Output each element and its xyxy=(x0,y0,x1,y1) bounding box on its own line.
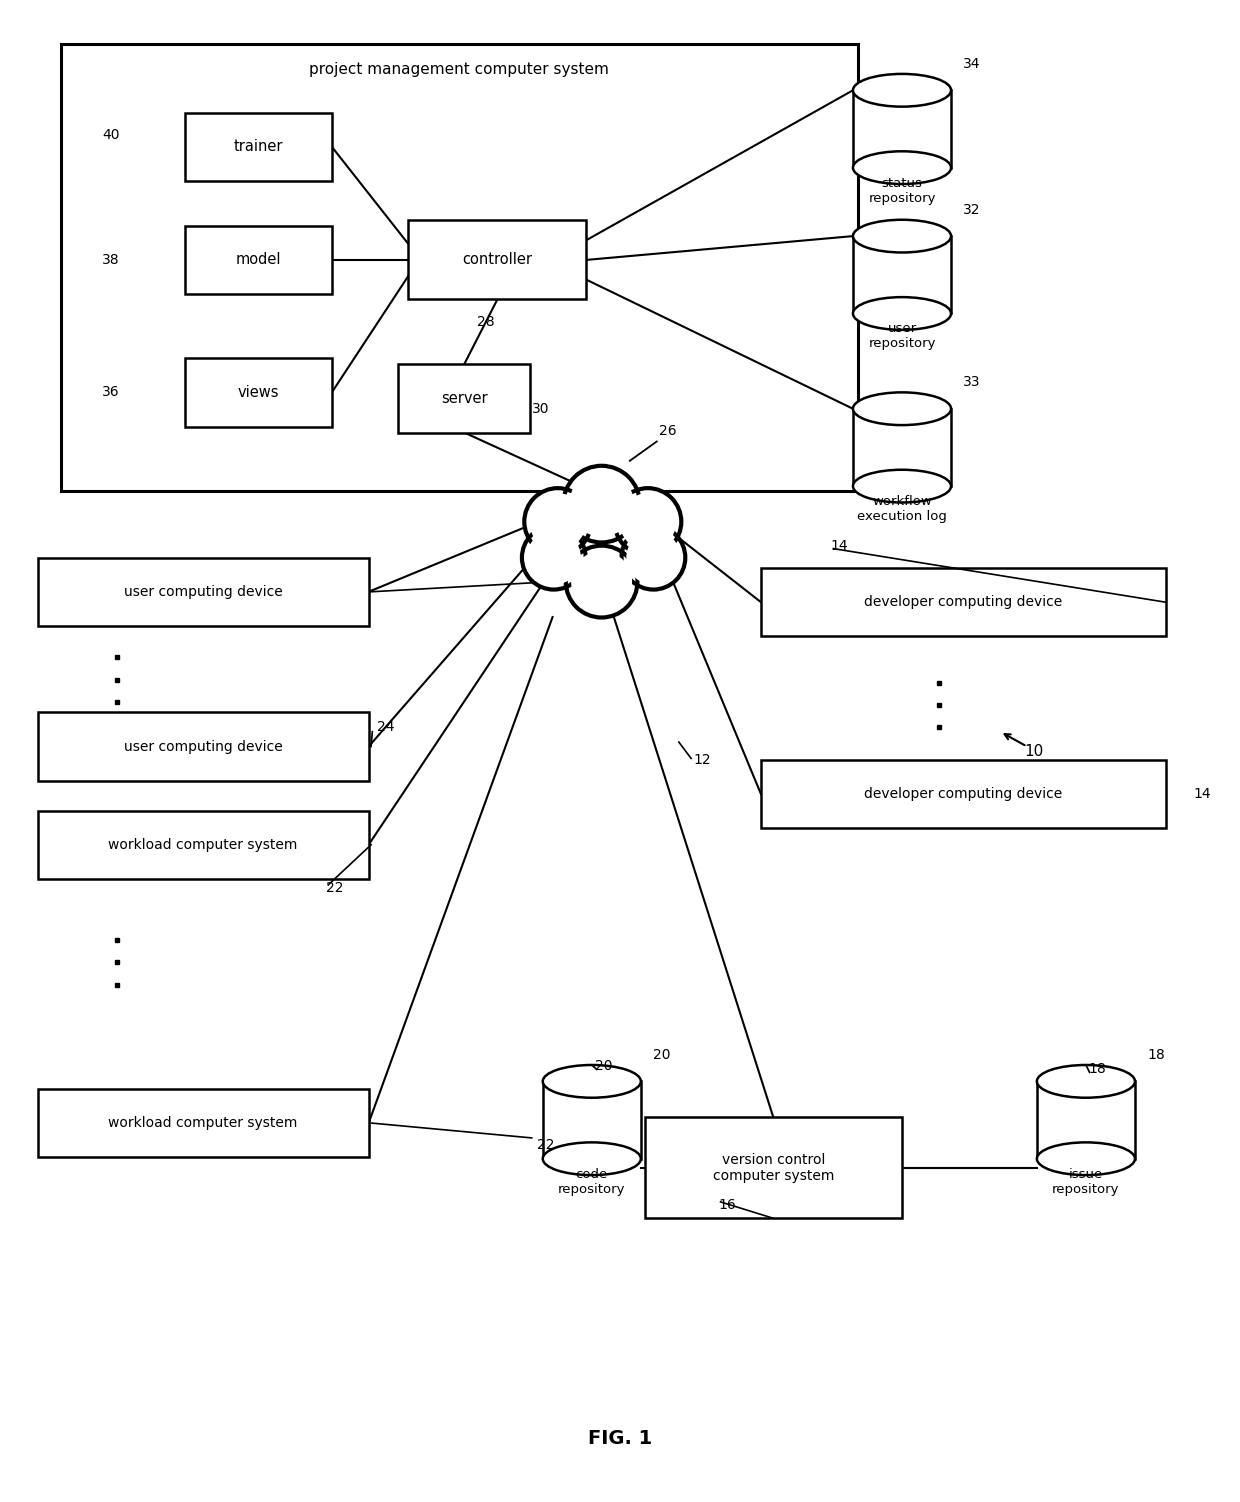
Bar xyxy=(185,225,332,294)
Text: trainer: trainer xyxy=(233,140,283,155)
Bar xyxy=(761,568,1166,637)
Ellipse shape xyxy=(565,545,637,617)
Ellipse shape xyxy=(522,526,585,590)
Text: 20: 20 xyxy=(595,1059,613,1074)
Ellipse shape xyxy=(1037,1065,1135,1098)
Bar xyxy=(853,90,951,168)
Bar xyxy=(543,1081,641,1158)
Bar xyxy=(761,760,1166,829)
Text: 24: 24 xyxy=(377,719,394,734)
Text: 26: 26 xyxy=(660,425,677,439)
Ellipse shape xyxy=(614,488,681,556)
Text: 36: 36 xyxy=(102,386,120,400)
Text: controller: controller xyxy=(463,252,532,267)
Text: 20: 20 xyxy=(653,1048,671,1062)
Ellipse shape xyxy=(626,530,681,584)
Bar xyxy=(37,811,368,879)
Bar xyxy=(185,357,332,427)
Ellipse shape xyxy=(563,466,640,542)
Bar xyxy=(398,363,531,433)
Text: 33: 33 xyxy=(963,376,981,389)
Ellipse shape xyxy=(529,493,587,550)
Text: 38: 38 xyxy=(102,252,120,267)
Ellipse shape xyxy=(525,488,591,556)
Text: FIG. 1: FIG. 1 xyxy=(588,1428,652,1448)
Text: developer computing device: developer computing device xyxy=(864,787,1063,801)
Text: 12: 12 xyxy=(693,753,712,768)
Ellipse shape xyxy=(853,392,951,425)
Ellipse shape xyxy=(853,470,951,503)
Text: 14: 14 xyxy=(1194,787,1211,801)
Text: 34: 34 xyxy=(963,57,981,71)
Text: user
repository: user repository xyxy=(868,323,936,350)
Text: code
repository: code repository xyxy=(558,1167,625,1196)
Ellipse shape xyxy=(621,526,686,590)
Bar xyxy=(185,113,332,182)
Bar xyxy=(37,1089,368,1157)
Ellipse shape xyxy=(620,493,676,550)
Text: workload computer system: workload computer system xyxy=(108,1116,298,1130)
Text: workload computer system: workload computer system xyxy=(108,838,298,852)
Ellipse shape xyxy=(543,1065,641,1098)
Text: user computing device: user computing device xyxy=(124,584,283,599)
Ellipse shape xyxy=(853,152,951,185)
Text: 10: 10 xyxy=(1024,743,1044,759)
Text: server: server xyxy=(441,391,487,406)
Text: 22: 22 xyxy=(537,1139,554,1152)
Text: 14: 14 xyxy=(831,539,848,553)
Bar xyxy=(853,409,951,487)
Text: 16: 16 xyxy=(718,1199,735,1212)
Bar xyxy=(61,44,858,491)
Ellipse shape xyxy=(572,551,632,613)
Text: version control
computer system: version control computer system xyxy=(713,1152,835,1182)
Text: 22: 22 xyxy=(326,880,343,895)
Text: project management computer system: project management computer system xyxy=(310,62,609,77)
Text: status
repository: status repository xyxy=(868,177,936,204)
Ellipse shape xyxy=(853,74,951,107)
Bar xyxy=(37,712,368,781)
Ellipse shape xyxy=(1037,1143,1135,1175)
Bar xyxy=(1037,1081,1135,1158)
Text: user computing device: user computing device xyxy=(124,739,283,754)
Bar xyxy=(37,557,368,626)
Ellipse shape xyxy=(569,472,634,536)
Text: workflow
execution log: workflow execution log xyxy=(857,496,947,523)
Text: 18: 18 xyxy=(1089,1062,1106,1077)
Text: 18: 18 xyxy=(1147,1048,1164,1062)
Text: model: model xyxy=(236,252,281,267)
Text: 32: 32 xyxy=(963,203,981,216)
Ellipse shape xyxy=(543,1143,641,1175)
Ellipse shape xyxy=(853,219,951,252)
Ellipse shape xyxy=(527,530,580,584)
Text: 40: 40 xyxy=(102,128,120,141)
Bar xyxy=(645,1117,901,1218)
Text: 30: 30 xyxy=(532,401,549,416)
Bar xyxy=(853,236,951,314)
Text: 28: 28 xyxy=(476,315,495,329)
Text: developer computing device: developer computing device xyxy=(864,595,1063,610)
Bar xyxy=(408,221,587,299)
Text: 24: 24 xyxy=(537,574,554,589)
Ellipse shape xyxy=(853,297,951,330)
Text: issue
repository: issue repository xyxy=(1053,1167,1120,1196)
Text: views: views xyxy=(238,385,279,400)
